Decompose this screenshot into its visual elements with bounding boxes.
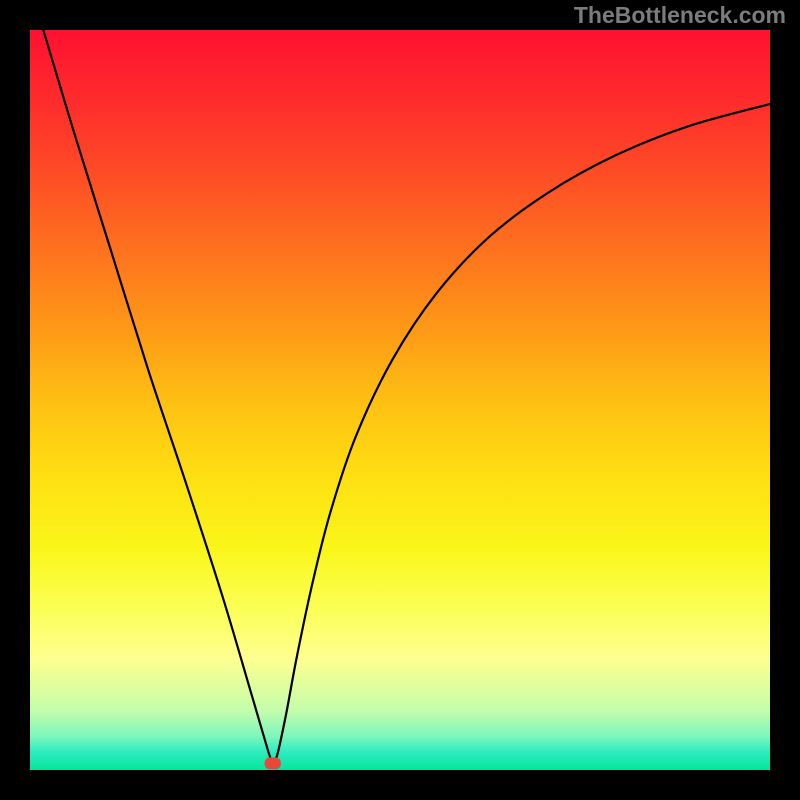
chart-svg bbox=[0, 0, 800, 800]
chart-stage: TheBottleneck.com bbox=[0, 0, 800, 800]
vertex-marker bbox=[265, 757, 281, 769]
plot-background-gradient bbox=[30, 30, 770, 770]
watermark-text: TheBottleneck.com bbox=[574, 2, 786, 29]
